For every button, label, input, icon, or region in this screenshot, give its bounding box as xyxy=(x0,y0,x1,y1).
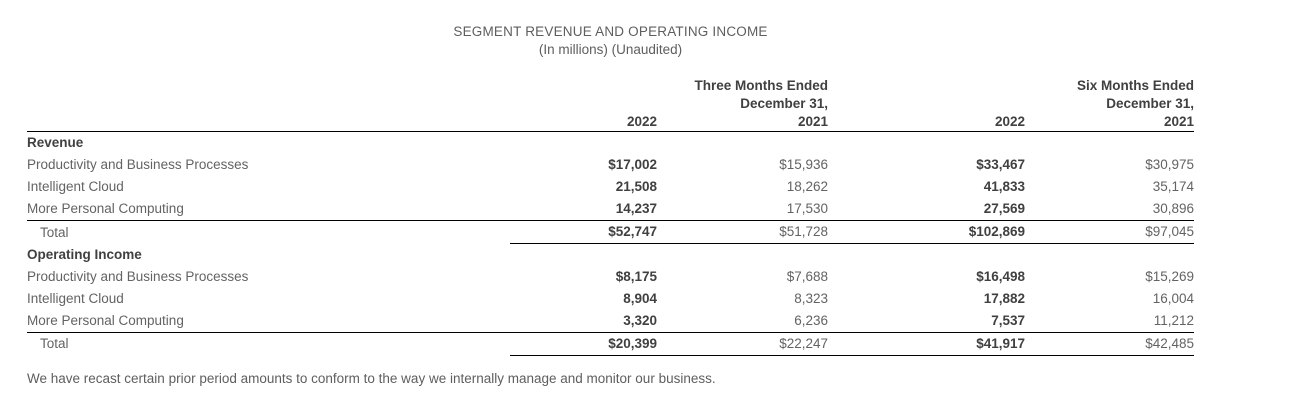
value-cell: $16,498 xyxy=(976,268,1026,284)
table-row: Intelligent Cloud 8,904 8,323 17,882 16,… xyxy=(27,288,1194,310)
total-value-cell: $102,869 xyxy=(828,220,1026,244)
value-cell: $15,269 xyxy=(1145,268,1195,284)
row-label: Intelligent Cloud xyxy=(27,290,124,306)
empty-cell xyxy=(510,244,657,266)
empty-cell xyxy=(1025,132,1194,155)
total-label: Total xyxy=(40,224,69,240)
statement-header: SEGMENT REVENUE AND OPERATING INCOME (In… xyxy=(27,23,1194,59)
segment-table: Three Months Ended Six Months Ended Dece… xyxy=(27,77,1195,356)
value-cell: 7,537 xyxy=(828,309,1026,333)
row-label: Productivity and Business Processes xyxy=(27,157,249,172)
six-months-date: December 31, xyxy=(1106,96,1195,111)
three-months-header: Three Months Ended xyxy=(694,78,829,93)
value-cell: $7,688 xyxy=(786,268,829,284)
year-header: 2022 xyxy=(828,113,1026,132)
total-value-cell: $20,399 xyxy=(510,332,657,356)
section-heading-operating-income: Operating Income xyxy=(27,244,1194,266)
value-cell: 3,320 xyxy=(510,309,657,333)
section-heading-label: Operating Income xyxy=(27,246,142,262)
value-cell: $17,002 xyxy=(608,157,657,172)
value-cell: $8,175 xyxy=(615,268,657,284)
year-header: 2021 xyxy=(1025,113,1195,132)
table-row: Productivity and Business Processes $8,1… xyxy=(27,266,1194,288)
value-cell: 41,833 xyxy=(983,179,1026,194)
value-cell: 8,323 xyxy=(794,290,829,306)
row-label: Intelligent Cloud xyxy=(27,179,124,194)
segment-statement: SEGMENT REVENUE AND OPERATING INCOME (In… xyxy=(27,23,1195,387)
year-header: 2021 xyxy=(657,113,829,132)
row-label: More Personal Computing xyxy=(27,198,510,221)
value-cell: 27,569 xyxy=(828,198,1026,221)
total-label: Total xyxy=(40,336,69,351)
empty-cell xyxy=(828,132,1025,155)
table-row: More Personal Computing 14,237 17,530 27… xyxy=(27,198,1195,221)
footnote-text: We have recast certain prior period amou… xyxy=(27,370,716,386)
value-cell: 16,004 xyxy=(1152,290,1195,306)
value-cell: $30,975 xyxy=(1145,157,1195,172)
spacer-cell xyxy=(27,113,510,132)
statement-page: SEGMENT REVENUE AND OPERATING INCOME (In… xyxy=(27,23,1195,387)
total-value-cell: $22,247 xyxy=(657,332,829,356)
value-cell: $15,936 xyxy=(779,157,829,172)
empty-cell xyxy=(828,244,1025,266)
empty-cell xyxy=(510,132,657,155)
value-cell: 18,262 xyxy=(786,179,829,194)
value-cell: 17,530 xyxy=(657,198,829,221)
row-label: Productivity and Business Processes xyxy=(27,268,249,284)
year-header-row: 2022 2021 2022 2021 xyxy=(27,113,1195,132)
table-row: Productivity and Business Processes $17,… xyxy=(27,154,1194,176)
row-label: More Personal Computing xyxy=(27,309,510,333)
value-cell: 14,237 xyxy=(510,198,657,221)
empty-cell xyxy=(657,132,828,155)
total-value-cell: $41,917 xyxy=(828,332,1026,356)
total-value-cell: $97,045 xyxy=(1025,220,1195,244)
value-cell: $33,467 xyxy=(976,157,1026,172)
six-months-header: Six Months Ended xyxy=(1077,78,1195,93)
empty-cell xyxy=(1025,244,1194,266)
period-header-row-1: Three Months Ended Six Months Ended xyxy=(27,77,1195,95)
value-cell: 30,896 xyxy=(1025,198,1195,221)
empty-cell xyxy=(657,244,828,266)
table-row: More Personal Computing 3,320 6,236 7,53… xyxy=(27,309,1195,333)
statement-title: SEGMENT REVENUE AND OPERATING INCOME xyxy=(453,24,768,39)
value-cell: 17,882 xyxy=(983,290,1026,306)
total-value-cell: $52,747 xyxy=(510,220,657,244)
section-heading-revenue: Revenue xyxy=(27,132,1194,155)
value-cell: 21,508 xyxy=(615,179,657,194)
value-cell: 11,212 xyxy=(1025,309,1195,333)
total-value-cell: $51,728 xyxy=(657,220,829,244)
value-cell: 8,904 xyxy=(623,290,657,306)
total-value-cell: $42,485 xyxy=(1025,332,1195,356)
table-row: Intelligent Cloud 21,508 18,262 41,833 3… xyxy=(27,176,1194,198)
three-months-date: December 31, xyxy=(740,96,829,111)
total-row-operating-income: Total $20,399 $22,247 $41,917 $42,485 xyxy=(27,332,1195,356)
value-cell: 6,236 xyxy=(657,309,829,333)
statement-subtitle: (In millions) (Unaudited) xyxy=(538,42,683,57)
year-header: 2022 xyxy=(510,113,657,132)
spacer-cell xyxy=(27,95,510,113)
total-row-revenue: Total $52,747 $51,728 $102,869 $97,045 xyxy=(27,220,1195,244)
spacer-cell xyxy=(27,77,510,95)
period-header-row-2: December 31, December 31, xyxy=(27,95,1194,113)
section-heading-label: Revenue xyxy=(27,135,84,150)
value-cell: 35,174 xyxy=(1152,179,1195,194)
